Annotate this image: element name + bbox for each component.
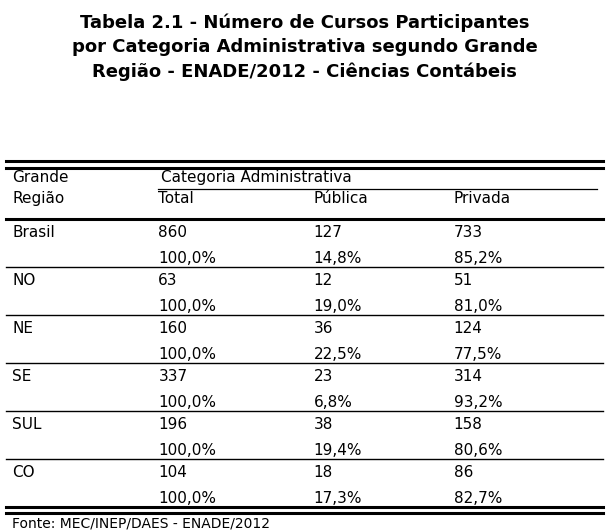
- Text: 86: 86: [454, 465, 473, 480]
- Text: 63: 63: [158, 273, 178, 288]
- Text: 100,0%: 100,0%: [158, 395, 216, 410]
- Text: 100,0%: 100,0%: [158, 251, 216, 266]
- Text: 18: 18: [314, 465, 333, 480]
- Text: 93,2%: 93,2%: [454, 395, 502, 410]
- Text: 314: 314: [454, 369, 483, 384]
- Text: CO: CO: [12, 465, 35, 480]
- Text: 36: 36: [314, 321, 333, 336]
- Text: 14,8%: 14,8%: [314, 251, 362, 266]
- Text: 100,0%: 100,0%: [158, 443, 216, 458]
- Text: 77,5%: 77,5%: [454, 347, 502, 362]
- Text: 80,6%: 80,6%: [454, 443, 502, 458]
- Text: 100,0%: 100,0%: [158, 491, 216, 506]
- Text: 196: 196: [158, 417, 188, 432]
- Text: 6,8%: 6,8%: [314, 395, 353, 410]
- Text: 12: 12: [314, 273, 333, 288]
- Text: Tabela 2.1 - Número de Cursos Participantes
por Categoria Administrativa segundo: Tabela 2.1 - Número de Cursos Participan…: [72, 13, 537, 81]
- Text: 23: 23: [314, 369, 333, 384]
- Text: 100,0%: 100,0%: [158, 299, 216, 314]
- Text: 38: 38: [314, 417, 333, 432]
- Text: 17,3%: 17,3%: [314, 491, 362, 506]
- Text: 22,5%: 22,5%: [314, 347, 362, 362]
- Text: 733: 733: [454, 225, 483, 240]
- Text: 860: 860: [158, 225, 188, 240]
- Text: 19,4%: 19,4%: [314, 443, 362, 458]
- Text: Região: Região: [12, 192, 65, 206]
- Text: Total: Total: [158, 192, 194, 206]
- Text: 82,7%: 82,7%: [454, 491, 502, 506]
- Text: SUL: SUL: [12, 417, 41, 432]
- Text: 51: 51: [454, 273, 473, 288]
- Text: Categoria Administrativa: Categoria Administrativa: [161, 170, 352, 185]
- Text: 104: 104: [158, 465, 187, 480]
- Text: Privada: Privada: [454, 192, 511, 206]
- Text: 81,0%: 81,0%: [454, 299, 502, 314]
- Text: 19,0%: 19,0%: [314, 299, 362, 314]
- Text: 100,0%: 100,0%: [158, 347, 216, 362]
- Text: Grande: Grande: [12, 170, 69, 185]
- Text: Pública: Pública: [314, 192, 368, 206]
- Text: 85,2%: 85,2%: [454, 251, 502, 266]
- Text: NE: NE: [12, 321, 33, 336]
- Text: SE: SE: [12, 369, 32, 384]
- Text: 337: 337: [158, 369, 188, 384]
- Text: 160: 160: [158, 321, 188, 336]
- Text: Brasil: Brasil: [12, 225, 55, 240]
- Text: Fonte: MEC/INEP/DAES - ENADE/2012: Fonte: MEC/INEP/DAES - ENADE/2012: [12, 517, 270, 531]
- Text: NO: NO: [12, 273, 35, 288]
- Text: 124: 124: [454, 321, 482, 336]
- Text: 158: 158: [454, 417, 482, 432]
- Text: 127: 127: [314, 225, 342, 240]
